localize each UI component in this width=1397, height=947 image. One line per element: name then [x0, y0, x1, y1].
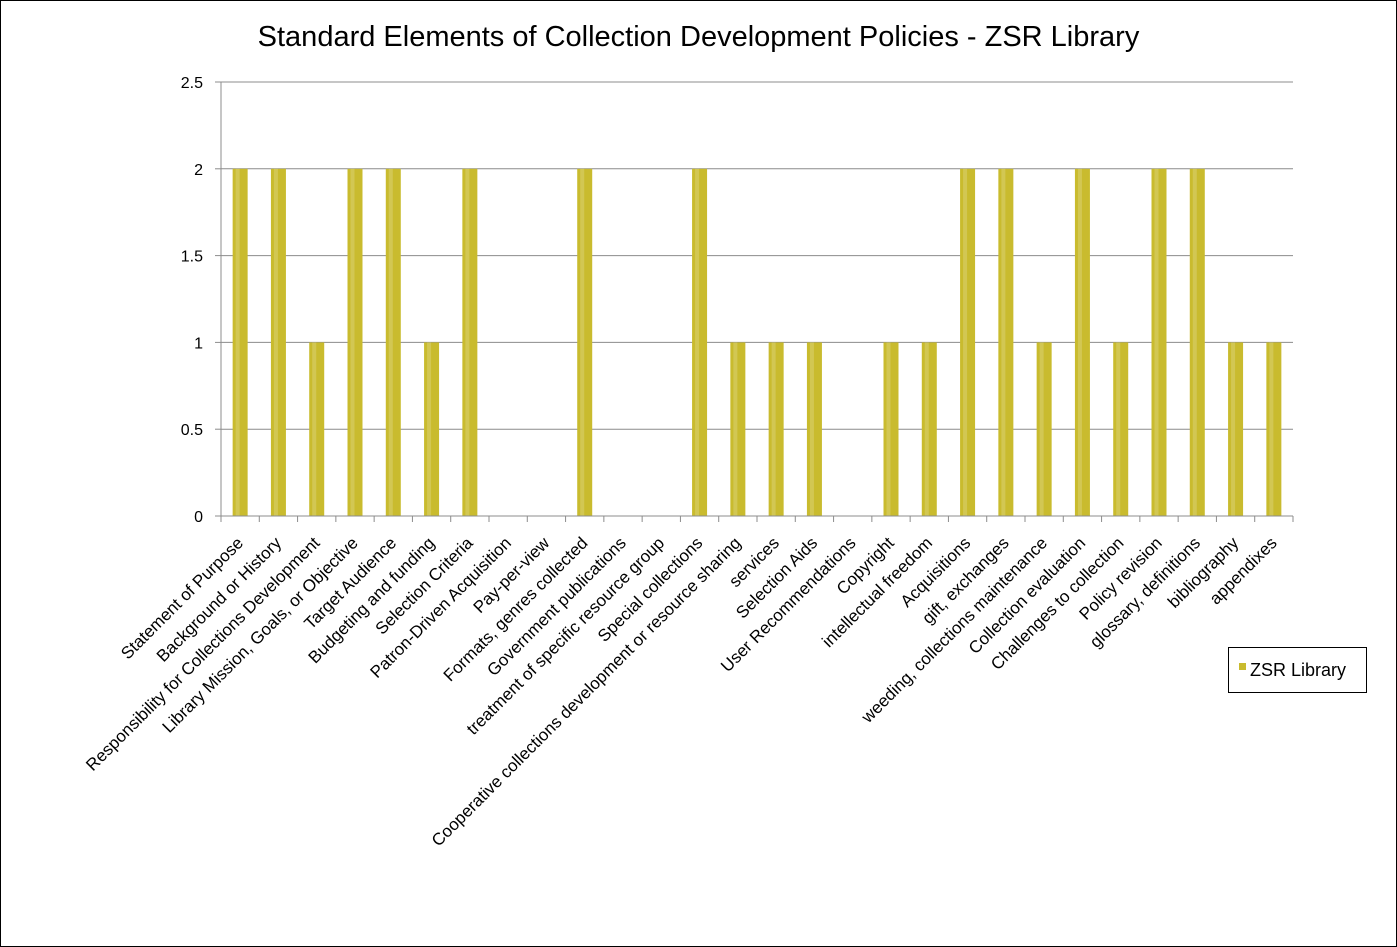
bar: [1113, 342, 1129, 516]
bar: [1266, 342, 1282, 516]
y-tick-label: 1.5: [181, 249, 203, 266]
bar-highlight: [465, 168, 470, 517]
bar: [806, 342, 822, 516]
chart-title: Standard Elements of Collection Developm…: [257, 21, 1140, 53]
bar: [1151, 168, 1167, 517]
bar: [232, 168, 248, 517]
legend-label: ZSR Library: [1250, 659, 1347, 680]
bar-highlight: [235, 168, 240, 517]
bar-highlight: [1231, 342, 1236, 516]
bar: [883, 342, 899, 516]
bar: [1074, 168, 1090, 517]
bar-highlight: [427, 342, 432, 516]
bar: [692, 168, 708, 517]
bar: [730, 342, 746, 516]
bar: [309, 342, 325, 516]
bar-highlight: [1039, 342, 1044, 516]
bar-highlight: [350, 168, 355, 517]
bar-highlight: [1116, 342, 1121, 516]
y-tick-label: 0.5: [181, 422, 203, 439]
bar: [462, 168, 478, 517]
bar-highlight: [273, 168, 278, 517]
bar-highlight: [388, 168, 393, 517]
bar: [424, 342, 440, 516]
y-tick-label: 2.5: [181, 75, 203, 92]
bar-highlight: [695, 168, 700, 517]
bar: [385, 168, 401, 517]
legend: ZSR Library: [1228, 647, 1367, 693]
bar: [577, 168, 593, 517]
bar-highlight: [771, 342, 776, 516]
bar-highlight: [963, 168, 968, 517]
bar: [1228, 342, 1244, 516]
bar-highlight: [809, 342, 814, 516]
bar: [270, 168, 286, 517]
y-tick-label: 2: [194, 162, 203, 179]
bar-highlight: [1001, 168, 1006, 517]
bar-highlight: [1077, 168, 1082, 517]
y-tick-label: 1: [194, 335, 203, 352]
bar: [960, 168, 976, 517]
bar-highlight: [1154, 168, 1159, 517]
bar-highlight: [312, 342, 317, 516]
bar: [998, 168, 1014, 517]
bar-highlight: [733, 342, 738, 516]
bar: [347, 168, 363, 517]
bar: [1189, 168, 1205, 517]
bar-highlight: [924, 342, 929, 516]
legend-swatch: [1239, 662, 1246, 670]
y-axis-tick-labels: 0 0.5 1 1.5 2 2.5: [181, 75, 203, 526]
bars: [232, 168, 1282, 517]
axes: [215, 81, 1294, 522]
gridlines: [221, 81, 1293, 430]
bar: [1036, 342, 1052, 516]
bar-highlight: [1269, 342, 1274, 516]
bar: [921, 342, 937, 516]
bar-highlight: [580, 168, 585, 517]
bar: [768, 342, 784, 516]
y-tick-label: 0: [194, 509, 203, 526]
bar-highlight: [886, 342, 891, 516]
bar-highlight: [1192, 168, 1197, 517]
